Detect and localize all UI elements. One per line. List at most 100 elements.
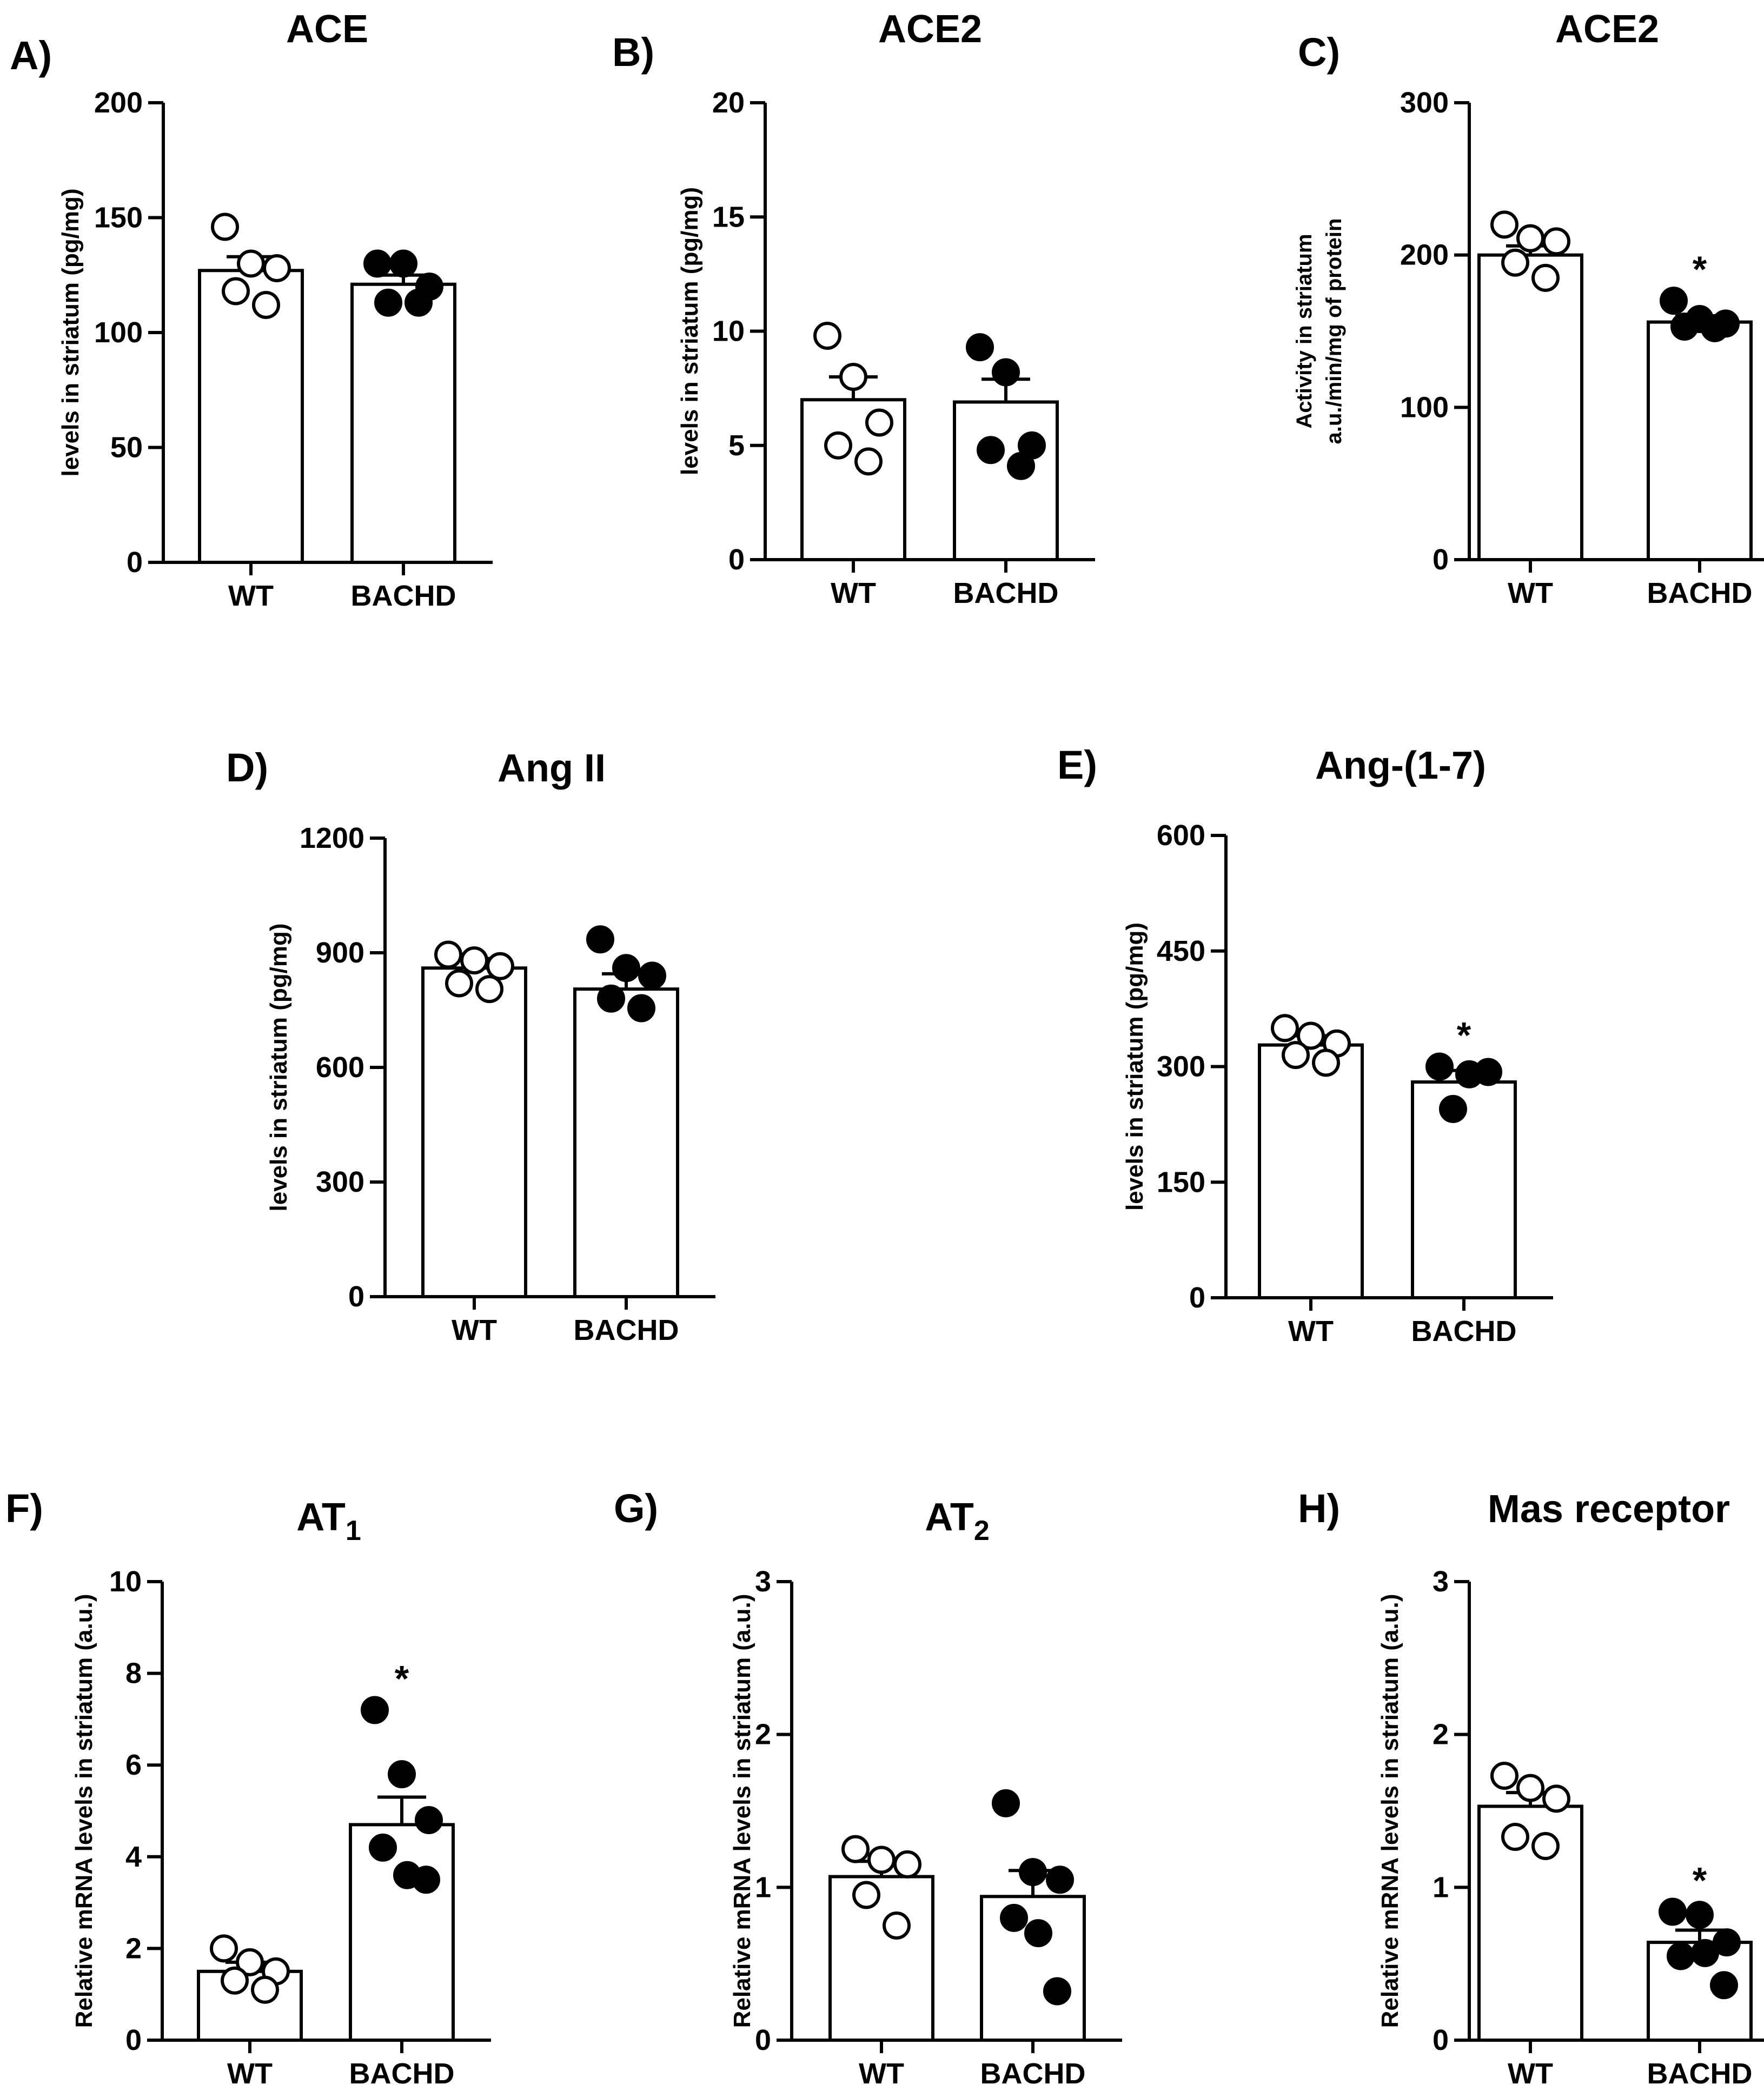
x-tick-label: WT — [1508, 577, 1553, 609]
bar-wt — [197, 1969, 303, 2042]
y-tick-label: 10 — [109, 1565, 142, 1598]
x-tick-label: BACHD — [574, 1314, 679, 1346]
y-axis-label: levels in striatum (pg/mg) — [57, 189, 84, 477]
data-point-wt — [1490, 1761, 1518, 1790]
chart-title: ACE2 — [878, 8, 982, 51]
panel-label: H) — [1298, 1486, 1340, 1531]
y-axis-label: Relative mRNA levels in striatum (a.u.) — [729, 1594, 755, 2028]
y-tick-label: 0 — [125, 2024, 142, 2056]
data-point-bachd — [977, 436, 1005, 464]
data-point-bachd — [1439, 1094, 1467, 1123]
data-point-wt — [236, 1948, 264, 1976]
y-tick-label: 8 — [125, 1657, 142, 1690]
data-point-bachd — [1686, 1901, 1714, 1929]
panel-a: A) ACE levels in striatum (pg/mg) 0 50 100 150… — [10, 8, 493, 612]
y-axis-label: levels in striatum (pg/mg) — [1122, 922, 1148, 1211]
y-tick-label: 1 — [1433, 1871, 1449, 1903]
panel-b: B) ACE2 levels in striatum (pg/mg) 0 5 10 15 20… — [612, 8, 1095, 609]
bar-bachd — [573, 987, 679, 1298]
data-point-bachd — [992, 358, 1020, 387]
data-point-wt — [1516, 224, 1544, 253]
panel-label: A) — [10, 33, 52, 78]
data-point-wt — [211, 213, 239, 241]
y-tick-label: 10 — [712, 315, 745, 348]
panel-g: G) AT2 Relative mRNA levels in striatum (a… — [614, 1486, 1122, 2090]
y-tick-label: 3 — [755, 1565, 771, 1598]
data-point-bachd — [966, 333, 994, 362]
data-point-bachd — [1024, 1919, 1052, 1948]
data-point-bachd — [1425, 1052, 1454, 1081]
chart-title: Ang II — [498, 747, 606, 790]
x-tick-label: BACHD — [349, 2057, 455, 2090]
data-point-wt — [865, 408, 893, 437]
chart-title: Ang-(1-7) — [1315, 744, 1486, 787]
data-point-wt — [434, 940, 462, 969]
significance-marker: * — [1693, 249, 1707, 290]
chart-title: AT1 — [296, 1496, 361, 1546]
y-tick-label: 20 — [712, 87, 745, 119]
y-tick-label: 5 — [728, 429, 745, 462]
panel-c: C) ACE2 Activity in striatum a.u./min/mg of… — [1292, 8, 1764, 609]
panel-label: D) — [226, 745, 268, 790]
data-point-wt — [1516, 1774, 1544, 1802]
data-point-bachd — [369, 1833, 397, 1862]
significance-marker: * — [395, 1658, 409, 1699]
data-point-bachd — [627, 994, 655, 1023]
y-tick-label: 0 — [1189, 1282, 1205, 1314]
data-point-wt — [1542, 227, 1570, 256]
data-point-wt — [854, 447, 883, 476]
panel-f: F) AT1 Relative mRNA levels in striatum (a… — [5, 1486, 491, 2090]
x-tick-label: BACHD — [1647, 577, 1753, 609]
y-tick-label: 150 — [94, 202, 143, 234]
bar-wt — [1258, 1043, 1364, 1299]
data-point-bachd — [361, 1696, 389, 1724]
y-tick-label: 0 — [728, 543, 745, 576]
data-point-wt — [839, 363, 867, 391]
x-tick-label: BACHD — [953, 577, 1059, 609]
bar-bachd — [349, 1823, 455, 2042]
data-point-wt — [1501, 248, 1529, 277]
y-tick-label: 200 — [1400, 239, 1449, 271]
data-point-wt — [1271, 1014, 1299, 1043]
data-point-bachd — [1701, 314, 1729, 342]
data-point-wt — [1282, 1041, 1310, 1070]
data-point-wt — [445, 969, 473, 998]
data-point-bachd — [1691, 1939, 1719, 1967]
y-tick-label: 2 — [755, 1718, 771, 1751]
data-point-bachd — [415, 1805, 443, 1834]
data-point-wt — [1531, 263, 1560, 292]
chart-title-subscript: 2 — [974, 1515, 990, 1546]
data-point-wt — [475, 975, 503, 1004]
data-point-bachd — [412, 1866, 440, 1894]
y-tick-label: 200 — [94, 87, 143, 119]
y-tick-label: 1 — [755, 1871, 771, 1903]
data-point-wt — [852, 1881, 880, 1909]
y-tick-label: 300 — [316, 1166, 364, 1198]
data-point-wt — [1490, 210, 1518, 239]
x-tick-label: WT — [1288, 1315, 1334, 1347]
x-tick-label: BACHD — [1411, 1315, 1517, 1347]
y-tick-label: 50 — [110, 432, 143, 464]
data-point-wt — [841, 1835, 870, 1863]
panel-label: G) — [614, 1486, 658, 1531]
chart-title: AT2 — [925, 1496, 990, 1546]
chart-title: Mas receptor — [1488, 1488, 1730, 1531]
data-point-wt — [1531, 1832, 1560, 1861]
data-point-bachd — [638, 961, 666, 990]
x-tick-label: BACHD — [1647, 2057, 1753, 2090]
x-tick-label: WT — [228, 580, 274, 612]
data-point-bachd — [1046, 1866, 1074, 1894]
y-axis-label: Activity in striatum — [1292, 234, 1316, 428]
bar-bachd — [1647, 320, 1753, 561]
y-tick-label: 15 — [712, 201, 745, 233]
panel-label: E) — [1057, 742, 1097, 787]
y-tick-label: 300 — [1157, 1051, 1205, 1083]
y-tick-label: 1200 — [300, 822, 364, 854]
panel-label: C) — [1298, 30, 1340, 75]
bar-wt — [1477, 253, 1583, 561]
bar-bachd — [953, 400, 1059, 561]
data-point-wt — [1501, 1823, 1529, 1851]
y-tick-label: 300 — [1400, 87, 1449, 119]
data-point-wt — [460, 946, 488, 975]
data-point-bachd — [1007, 452, 1035, 480]
